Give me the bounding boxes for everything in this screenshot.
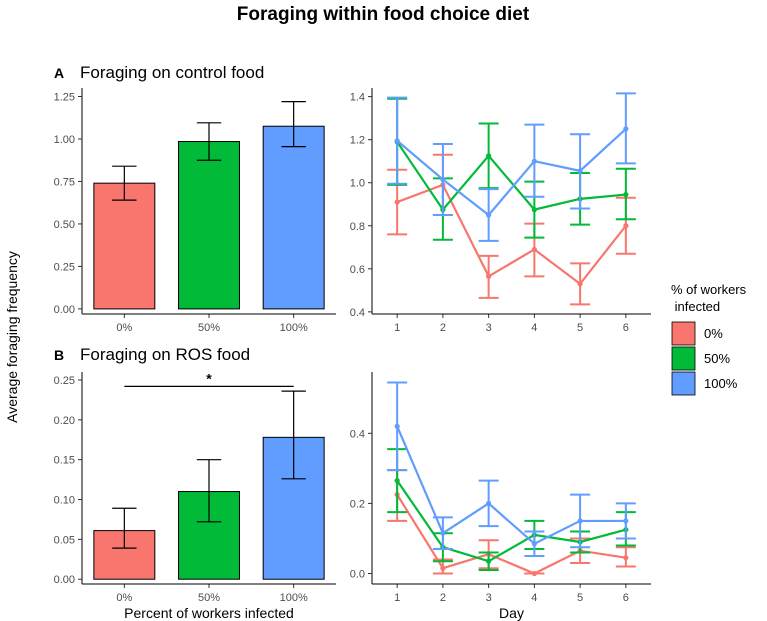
panel-letter-a: A	[54, 65, 64, 81]
series-line-50%	[396, 141, 626, 212]
x-tick-label: 2	[440, 592, 446, 604]
x-tick-label: 6	[623, 592, 629, 604]
legend-label-100%: 100%	[704, 376, 738, 391]
x-axis-title: Percent of workers infected	[124, 605, 294, 621]
data-point-0%	[623, 555, 629, 561]
data-point-0%	[486, 273, 492, 279]
legend-swatch-50%	[671, 346, 696, 371]
data-point-100%	[577, 168, 583, 174]
x-tick-label: 1	[394, 322, 400, 334]
legend-title-line1: % of workers	[671, 282, 747, 297]
data-point-100%	[394, 138, 400, 144]
bar-0%	[93, 182, 156, 310]
y-tick-label: 0.4	[350, 307, 365, 319]
legend-swatch-0%	[671, 321, 696, 346]
y-tick-label: 0.10	[54, 495, 75, 507]
y-tick-label: 0.4	[350, 428, 365, 440]
data-point-50%	[623, 191, 629, 198]
bar-100%	[262, 125, 325, 310]
legend-label-50%: 50%	[704, 351, 730, 366]
x-tick-label: 3	[486, 322, 492, 334]
legend-title-line2: infected	[671, 299, 720, 314]
x-tick-label: 0%	[116, 592, 132, 604]
y-tick-label: 0.05	[54, 534, 75, 546]
panel-a-line-chart: 1 2 3 4 5 6 0.4 0.6 0.8 1.0 1.2 1.4	[350, 88, 651, 334]
y-tick-label: 0.6	[350, 264, 365, 276]
data-point-50%	[531, 207, 537, 213]
y-tick-label: 0.0	[350, 568, 365, 580]
data-point-100%	[486, 500, 492, 507]
x-axis-title: Day	[499, 605, 524, 621]
panel-letter-b: B	[54, 347, 64, 363]
data-point-100%	[440, 176, 446, 183]
y-tick-label: 0.2	[350, 498, 365, 510]
data-point-0%	[531, 570, 537, 577]
x-tick-label: 50%	[198, 322, 220, 334]
main-title: Foraging within food choice diet	[237, 4, 530, 25]
data-point-0%	[623, 223, 629, 229]
y-tick-label: 1.00	[54, 134, 75, 146]
series-line-100%	[396, 128, 627, 217]
panel-title-b: Foraging on ROS food	[80, 345, 250, 364]
y-tick-label: 0.00	[54, 304, 75, 316]
x-tick-label: 6	[623, 322, 629, 334]
data-point-50%	[486, 558, 492, 564]
data-point-0%	[394, 199, 400, 205]
y-tick-label: 0.8	[350, 221, 365, 233]
x-tick-label: 100%	[280, 592, 308, 604]
data-point-100%	[531, 541, 537, 547]
panel-b-bar-chart: 0% 50% 100% 0.00 0.05 0.10 0.15 0.20 0.25 * Percen…	[54, 370, 336, 621]
legend: % of workers infected 0% 50% 100%	[671, 282, 747, 396]
data-point-50%	[486, 153, 492, 159]
y-axis-title: Average foraging frequency	[4, 251, 20, 423]
data-point-100%	[440, 530, 446, 536]
y-tick-label: 1.25	[54, 91, 75, 103]
x-tick-label: 4	[531, 322, 537, 334]
data-point-100%	[577, 518, 583, 524]
y-tick-label: 0.25	[54, 261, 75, 273]
y-tick-label: 0.20	[54, 415, 75, 427]
y-tick-label: 1.0	[350, 178, 365, 190]
x-tick-label: 5	[577, 592, 583, 604]
y-tick-label: 0.15	[54, 455, 75, 467]
y-tick-label: 1.4	[350, 92, 365, 104]
y-tick-label: 0.75	[54, 176, 75, 188]
x-tick-label: 2	[440, 322, 446, 334]
x-tick-label: 4	[531, 592, 537, 604]
data-point-100%	[623, 518, 629, 524]
y-tick-label: 0.50	[54, 219, 75, 231]
y-tick-label: 0.25	[54, 375, 75, 387]
bar-50%	[178, 141, 240, 310]
x-tick-label: 3	[486, 592, 492, 604]
data-point-100%	[623, 126, 629, 132]
data-point-100%	[486, 212, 492, 218]
data-point-0%	[577, 281, 583, 287]
panel-b-line-chart: 1 2 3 4 5 6 0.0 0.2 0.4 Day	[350, 372, 651, 621]
data-point-0%	[531, 246, 537, 253]
y-tick-label: 0.00	[54, 574, 75, 586]
series-line-50%	[396, 480, 627, 563]
legend-swatch-100%	[671, 371, 696, 396]
legend-label-0%: 0%	[704, 326, 723, 341]
x-tick-label: 100%	[280, 322, 308, 334]
data-point-0%	[440, 565, 446, 571]
series-line-0%	[396, 183, 627, 286]
x-tick-label: 5	[577, 322, 583, 334]
significance-star: *	[206, 370, 212, 386]
data-point-100%	[531, 158, 537, 164]
x-tick-label: 50%	[198, 592, 220, 604]
panel-a-bar-chart: 0% 50% 100% 0.00 0.25 0.50 0.75 1.00 1.25	[54, 88, 336, 334]
x-tick-label: 0%	[116, 322, 132, 334]
panel-title-a: Foraging on control food	[80, 63, 264, 82]
data-point-100%	[394, 423, 400, 429]
series-line-100%	[396, 425, 626, 546]
x-tick-label: 1	[394, 592, 400, 604]
data-point-50%	[394, 478, 400, 484]
y-tick-label: 1.2	[350, 135, 365, 147]
